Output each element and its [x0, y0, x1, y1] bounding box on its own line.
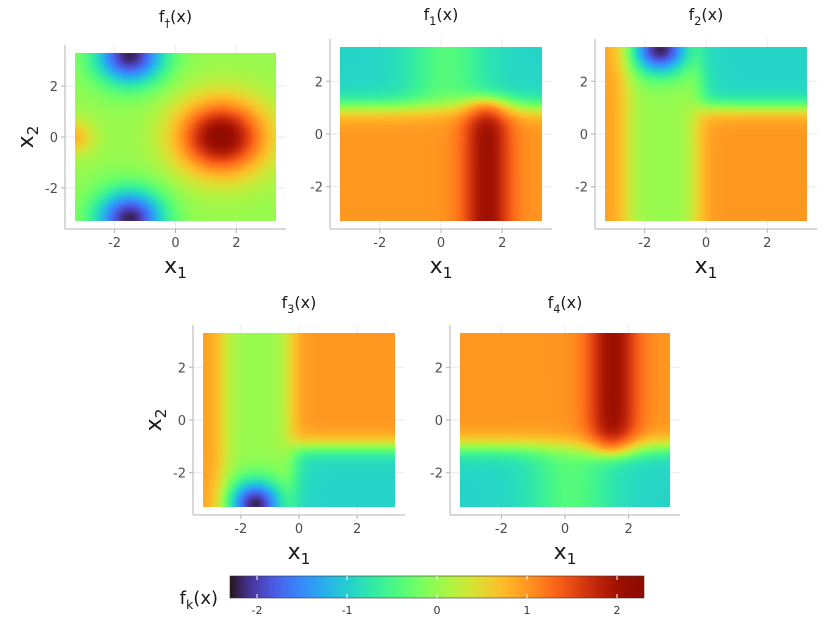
heatmap-raster-f_dagger: [75, 53, 276, 221]
panel-title-f3: f3(x): [282, 293, 317, 316]
x-tick-label: 0: [561, 522, 569, 537]
x-axis-label-f1: x1: [430, 254, 453, 282]
y-tick-label: 2: [580, 75, 588, 90]
colorbar-tick-label: 2: [614, 604, 621, 617]
heatmap-raster-f2: [605, 47, 807, 221]
colorbar-tick-label: -1: [342, 604, 353, 617]
x-tick-label: -2: [638, 236, 651, 251]
x-tick-label: 2: [624, 522, 632, 537]
y-tick-label: 2: [435, 361, 443, 376]
colorbar-title: fk(x): [180, 588, 218, 612]
x-tick-label: 0: [295, 522, 303, 537]
y-tick-label: -2: [45, 182, 58, 197]
heatmap-raster-f3: [203, 333, 395, 507]
y-tick-label: -2: [173, 467, 186, 482]
colorbar-gradient: [230, 576, 644, 598]
x-tick-label: 2: [232, 236, 240, 251]
panel-f_dagger: -2 0 2 -2 0 2 f†(x) x1 x2: [14, 7, 286, 282]
y-tick-label: 0: [50, 131, 58, 146]
x-axis-label-f2: x1: [695, 254, 718, 282]
heatmap-raster-f1: [340, 47, 542, 221]
y-tick-label: -2: [430, 467, 443, 482]
panel-f1: -2 0 2 -2 0 2 f1(x) x1: [310, 5, 552, 282]
panels: -2 0 2 -2 0 2 f†(x) x1 x2 -2 0 2 -2 0 2 f1(x) x1 -2 0 2 -2 0 2…: [14, 5, 817, 568]
y-tick-label: 0: [435, 414, 443, 429]
x-tick-label: -2: [108, 236, 121, 251]
colorbar-legend: -2 -1 0 1 2 fk(x): [180, 575, 645, 617]
x-tick-label: 0: [171, 236, 179, 251]
colorbar-tick-label: -2: [252, 604, 263, 617]
x-tick-label: 0: [437, 236, 445, 251]
y-tick-label: 0: [178, 414, 186, 429]
colorbar-tick-label: 1: [524, 604, 531, 617]
y-tick-label: -2: [310, 181, 323, 196]
y-tick-label: 2: [315, 75, 323, 90]
y-axis-label-f3: x2: [142, 409, 170, 432]
x-tick-label: -2: [373, 236, 386, 251]
x-tick-label: 2: [498, 236, 506, 251]
panel-title-f1: f1(x): [424, 5, 459, 28]
y-tick-label: -2: [575, 181, 588, 196]
panel-title-f2: f2(x): [689, 5, 724, 28]
panel-f2: -2 0 2 -2 0 2 f2(x) x1: [575, 5, 817, 282]
x-tick-label: 2: [353, 522, 361, 537]
x-tick-label: -2: [234, 522, 247, 537]
y-tick-label: 0: [315, 128, 323, 143]
panel-f3: -2 0 2 -2 0 2 f3(x) x1 x2: [142, 293, 405, 568]
panel-title-f4: f4(x): [548, 293, 583, 316]
y-tick-label: 2: [50, 80, 58, 95]
panel-f4: -2 0 2 -2 0 2 f4(x) x1: [430, 293, 680, 568]
x-axis-label-f3: x1: [288, 540, 311, 568]
y-tick-label: 2: [178, 361, 186, 376]
y-axis-label-f_dagger: x2: [14, 126, 42, 149]
colorbar-tick-label: 0: [434, 604, 441, 617]
y-tick-label: 0: [580, 128, 588, 143]
panel-title-f_dagger: f†(x): [159, 7, 192, 30]
x-tick-label: -2: [495, 522, 508, 537]
x-axis-label-f4: x1: [554, 540, 577, 568]
heatmap-raster-f4: [460, 333, 670, 507]
x-tick-label: 0: [702, 236, 710, 251]
x-axis-label-f_dagger: x1: [164, 254, 187, 282]
x-tick-label: 2: [763, 236, 771, 251]
